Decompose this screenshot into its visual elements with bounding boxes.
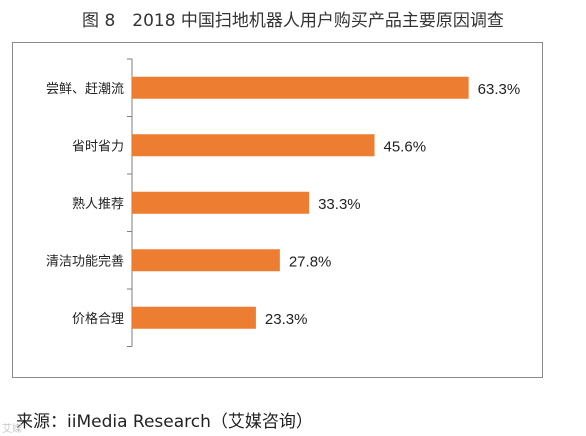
bar: [132, 306, 256, 329]
bar: [132, 249, 280, 272]
chart-frame: 尝鲜、赶潮流 63.3% 省时省力 45.6% 熟人推荐 33.3% 清洁功能完善 27.8%…: [12, 42, 543, 378]
value-label: 23.3%: [265, 311, 308, 328]
value-label: 45.6%: [384, 138, 427, 155]
category-label: 价格合理: [72, 311, 124, 327]
value-label: 33.3%: [318, 196, 361, 213]
source-note: 来源：iiMedia Research（艾媒咨询）: [16, 412, 313, 432]
value-label: 63.3%: [478, 81, 521, 98]
value-label: 27.8%: [289, 253, 332, 270]
category-label: 尝鲜、赶潮流: [46, 82, 124, 97]
watermark: 艾媒: [2, 424, 22, 435]
category-label: 熟人推荐: [72, 196, 124, 212]
category-label: 省时省力: [72, 139, 124, 154]
bar: [132, 191, 310, 214]
bar: [132, 76, 469, 99]
bar-chart: 尝鲜、赶潮流 63.3% 省时省力 45.6% 熟人推荐 33.3% 清洁功能完善 27.8%…: [46, 58, 521, 347]
category-label: 清洁功能完善: [46, 253, 124, 269]
bar: [132, 134, 375, 157]
chart-title: 图 8 2018 中国扫地机器人用户购买产品主要原因调查: [82, 11, 504, 31]
